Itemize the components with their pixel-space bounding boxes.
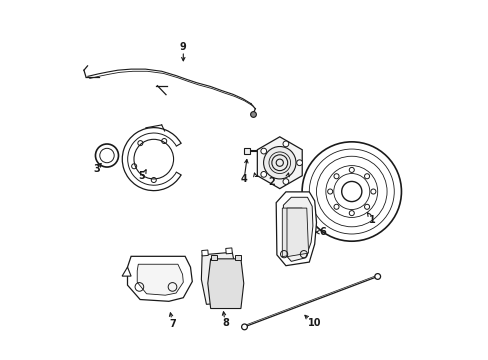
Polygon shape [202, 250, 208, 256]
Circle shape [241, 324, 247, 330]
Text: 4: 4 [241, 174, 247, 184]
Circle shape [260, 148, 266, 154]
Text: 5: 5 [138, 171, 145, 181]
Text: 10: 10 [307, 318, 321, 328]
Polygon shape [127, 256, 192, 301]
Polygon shape [234, 255, 241, 260]
Circle shape [283, 141, 288, 147]
Circle shape [283, 179, 288, 184]
Circle shape [296, 160, 302, 166]
Polygon shape [283, 197, 312, 261]
Circle shape [374, 274, 380, 279]
Text: 8: 8 [222, 318, 229, 328]
Circle shape [263, 147, 295, 179]
Text: 7: 7 [169, 319, 176, 329]
Text: 3: 3 [93, 164, 100, 174]
Polygon shape [282, 208, 303, 257]
Polygon shape [201, 252, 237, 304]
Circle shape [341, 181, 361, 202]
Polygon shape [207, 259, 244, 309]
Polygon shape [137, 264, 183, 295]
Polygon shape [210, 255, 216, 260]
Polygon shape [276, 192, 316, 266]
Polygon shape [286, 208, 308, 257]
Text: 9: 9 [180, 42, 186, 52]
Polygon shape [257, 137, 302, 189]
Circle shape [250, 112, 256, 117]
Text: 1: 1 [368, 215, 375, 225]
Polygon shape [244, 148, 250, 154]
Polygon shape [122, 267, 131, 276]
Circle shape [260, 171, 266, 177]
Polygon shape [225, 248, 232, 254]
Text: 6: 6 [319, 227, 325, 237]
Text: 2: 2 [267, 177, 274, 187]
